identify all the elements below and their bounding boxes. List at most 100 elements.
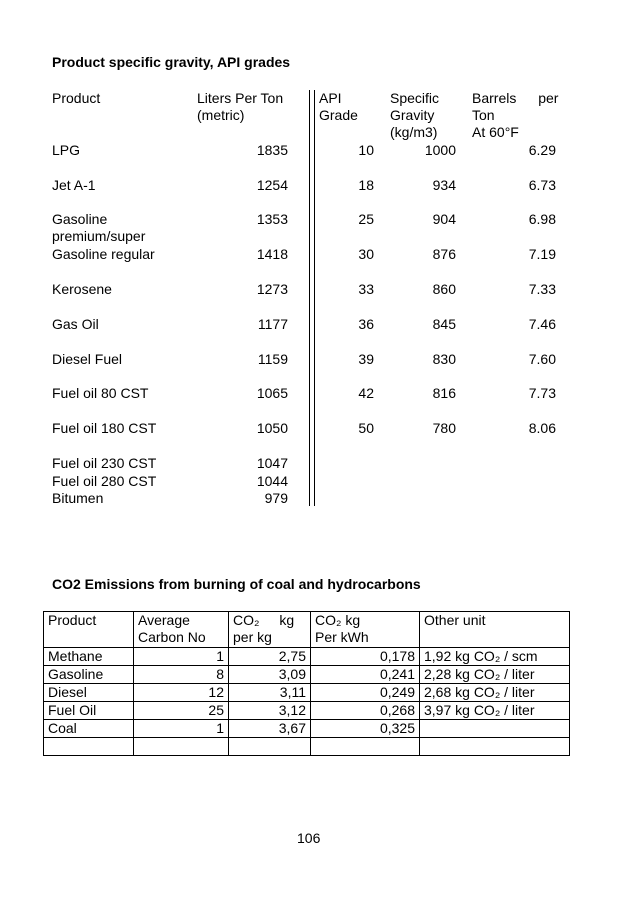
column-header: Specific [390,90,440,106]
api-grade: 39 [358,351,374,367]
column-header: Liters Per Ton [197,90,284,106]
cell: Diesel [43,683,134,702]
api-grade: 10 [358,142,374,158]
liters-per-ton: 1835 [256,142,288,158]
data-row: Fuel Oil 25 3,12 0,268 3,97 kg CO₂ / liter [43,701,570,720]
data-row: Methane 1 2,75 0,178 1,92 kg CO₂ / scm [43,647,570,666]
cell: 12 [133,683,229,702]
column-header: Ton [472,107,495,123]
cell: 1,92 kg CO₂ / scm [419,647,570,666]
liters-per-ton: 1353 [256,211,288,227]
data-row: Gasoline 8 3,09 0,241 2,28 kg CO₂ / liter [43,665,570,684]
data-row: Coal 1 3,67 0,325 [43,719,570,738]
liters-per-ton: 979 [264,490,288,506]
header-cell: Other unit [419,611,570,648]
product-name: Gasoline regular [52,246,155,262]
column-header: API [319,90,342,106]
header-cell: Product [43,611,134,648]
header-cell: Average Carbon No [133,611,229,648]
cell: 3,11 [228,683,311,702]
cell: 0,249 [310,683,420,702]
cell: 2,28 kg CO₂ / liter [419,665,570,684]
api-grade: 25 [358,211,374,227]
liters-per-ton: 1177 [257,316,288,332]
cell: 1 [133,647,229,666]
header-cell: CO₂ kg Per kWh [310,611,420,648]
product-name: Gasoline premium/super [52,211,146,244]
header-line: Average [138,612,190,628]
specific-gravity: 780 [432,420,456,436]
cell: Coal [43,719,134,738]
section-title: CO2 Emissions from burning of coal and h… [52,576,421,592]
product-name: Fuel oil 80 CST [52,385,149,401]
section-title: Product specific gravity, API grades [52,54,291,70]
cell: 0,178 [310,647,420,666]
cell: 0,241 [310,665,420,684]
liters-per-ton: 1044 [256,473,288,489]
column-header: Grade [319,107,358,123]
barrels-per-ton: 8.06 [528,420,556,436]
emissions-table: Product Average Carbon No CO₂ kg per kg CO₂ k… [43,611,570,756]
empty-row [43,737,570,756]
cell: Gasoline [43,665,134,684]
cell: 3,97 kg CO₂ / liter [419,701,570,720]
cell: 8 [133,665,229,684]
api-grade: 18 [358,177,374,193]
cell: 3,67 [228,719,311,738]
cell: 0,325 [310,719,420,738]
product-name: Jet A-1 [52,177,96,193]
header-line: Product [48,612,97,628]
api-grade: 33 [358,281,374,297]
specific-gravity: 845 [432,316,456,332]
cell: 1 [133,719,229,738]
header-row: Product Average Carbon No CO₂ kg per kg CO₂ k… [43,611,570,648]
column-header: At 60°F [472,124,519,140]
column-header: Product [52,90,101,106]
barrels-per-ton: 7.19 [528,246,556,262]
specific-gravity: 1000 [424,142,456,158]
divider [314,90,315,506]
cell: 3,12 [228,701,311,720]
specific-gravity: 904 [432,211,456,227]
cell [419,737,570,756]
cell [43,737,134,756]
header-line: Per kWh [315,629,369,645]
api-grade: 50 [358,420,374,436]
barrels-per-ton: 7.46 [528,316,556,332]
liters-per-ton: 1065 [256,385,288,401]
cell: 0,268 [310,701,420,720]
cell [228,737,311,756]
specific-gravity: 876 [432,246,456,262]
barrels-per-ton: 6.98 [528,211,556,227]
specific-gravity: 860 [432,281,456,297]
product-name: Bitumen [52,490,104,506]
cell [310,737,420,756]
cell: Methane [43,647,134,666]
product-name: Kerosene [52,281,112,297]
api-grade: 42 [358,385,374,401]
barrels-per-ton: 6.73 [528,177,556,193]
header-line: per kg [233,629,272,645]
cell: 2,75 [228,647,311,666]
liters-per-ton: 1418 [256,246,288,262]
product-name: Gas Oil [52,316,99,332]
column-header: Gravity [390,107,435,123]
api-grade: 36 [358,316,374,332]
column-header: (kg/m3) [390,124,438,140]
header-line: Carbon No [138,629,206,645]
cell: 3,09 [228,665,311,684]
divider [309,90,310,506]
column-header: (metric) [197,107,245,123]
product-name: Fuel oil 280 CST [52,473,157,489]
api-grade: 30 [358,246,374,262]
cell [133,737,229,756]
header-line: CO₂ kg [315,612,361,628]
cell [419,719,570,738]
page-number: 106 [297,830,321,846]
liters-per-ton: 1047 [256,455,288,471]
header-line: Other unit [424,612,486,628]
liters-per-ton: 1273 [256,281,288,297]
cell: 2,68 kg CO₂ / liter [419,683,570,702]
product-name: Fuel oil 230 CST [52,455,157,471]
